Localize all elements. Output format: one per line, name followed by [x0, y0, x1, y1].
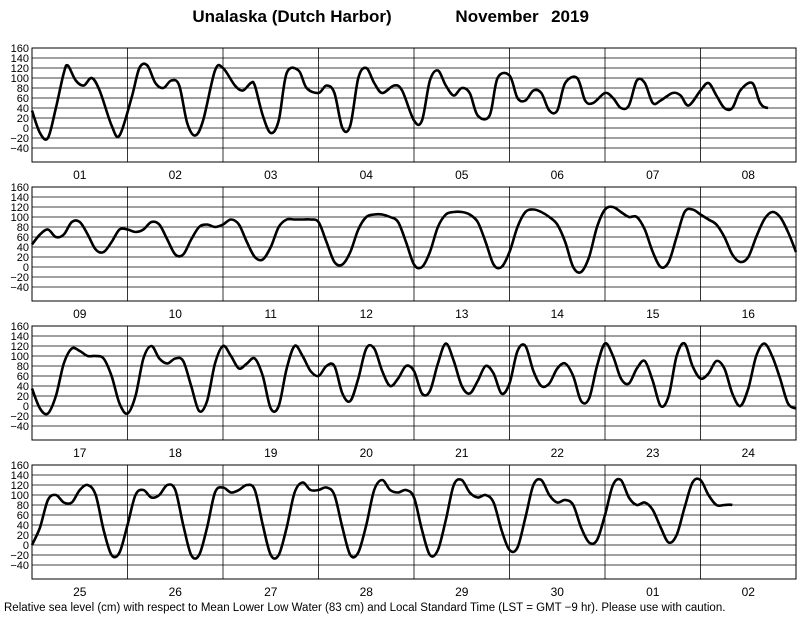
y-tick-label: 160 [11, 182, 29, 194]
day-label: 08 [742, 168, 756, 182]
y-tick-label: 40 [17, 242, 29, 254]
y-tick-label: 0 [23, 540, 29, 552]
y-tick-label: 0 [23, 262, 29, 274]
y-tick-label: −20 [10, 272, 29, 284]
y-tick-label: −40 [10, 560, 29, 572]
y-tick-label: 120 [11, 63, 29, 75]
y-tick-label: 60 [17, 93, 29, 105]
y-tick-label: 80 [17, 222, 29, 234]
day-label: 25 [73, 585, 87, 599]
y-tick-label: −40 [10, 282, 29, 294]
day-label: 07 [646, 168, 660, 182]
y-tick-label: 20 [17, 113, 29, 125]
y-tick-label: −40 [10, 143, 29, 155]
y-tick-label: 120 [11, 341, 29, 353]
y-tick-label: 120 [11, 480, 29, 492]
y-tick-label: −20 [10, 411, 29, 423]
day-label: 03 [264, 168, 278, 182]
y-tick-label: 20 [17, 530, 29, 542]
day-label: 04 [360, 168, 374, 182]
day-label: 18 [169, 446, 183, 460]
day-label: 28 [360, 585, 374, 599]
y-tick-label: 140 [11, 470, 29, 482]
day-label: 23 [646, 446, 660, 460]
sea-level-line [30, 477, 733, 560]
day-label: 12 [360, 307, 374, 321]
day-label: 21 [455, 446, 469, 460]
day-label: 10 [169, 307, 183, 321]
y-tick-label: 60 [17, 510, 29, 522]
footnote: Relative sea level (cm) with respect to … [4, 602, 725, 614]
day-label: 14 [551, 307, 565, 321]
day-label: 05 [455, 168, 469, 182]
day-label: 30 [551, 585, 565, 599]
sea-level-line [30, 62, 769, 141]
y-tick-label: 140 [11, 53, 29, 65]
panel-frame [31, 325, 797, 441]
station-title: Unalaska (Dutch Harbor) [192, 7, 391, 26]
panel-frame [31, 464, 797, 580]
y-tick-label: 80 [17, 83, 29, 95]
day-label: 11 [265, 307, 278, 321]
y-tick-label: 60 [17, 371, 29, 383]
y-tick-label: 160 [11, 460, 29, 472]
y-tick-label: 100 [11, 351, 29, 363]
y-tick-label: 20 [17, 252, 29, 264]
day-label: 01 [73, 168, 87, 182]
day-label: 06 [551, 168, 565, 182]
day-label: 26 [169, 585, 183, 599]
day-label: 02 [169, 168, 183, 182]
panel-frame [31, 47, 797, 163]
y-tick-label: 0 [23, 401, 29, 413]
day-label: 19 [264, 446, 278, 460]
y-tick-label: 100 [11, 212, 29, 224]
day-label: 15 [646, 307, 660, 321]
y-tick-label: −40 [10, 421, 29, 433]
y-tick-label: 100 [11, 73, 29, 85]
day-label: 29 [455, 585, 469, 599]
y-tick-label: 40 [17, 520, 29, 532]
day-label: 13 [455, 307, 469, 321]
day-label: 24 [742, 446, 756, 460]
y-tick-label: 160 [11, 321, 29, 333]
day-label: 22 [551, 446, 565, 460]
year-title: 2019 [551, 7, 589, 26]
sea-level-line [30, 205, 798, 274]
y-tick-label: 0 [23, 123, 29, 135]
day-label: 09 [73, 307, 87, 321]
y-tick-label: 80 [17, 361, 29, 373]
y-tick-label: 140 [11, 192, 29, 204]
day-label: 20 [360, 446, 374, 460]
y-tick-label: 100 [11, 490, 29, 502]
y-tick-label: 140 [11, 331, 29, 343]
y-tick-label: 60 [17, 232, 29, 244]
y-tick-label: 20 [17, 391, 29, 403]
y-tick-label: −20 [10, 133, 29, 145]
day-label: 02 [742, 585, 756, 599]
day-label: 01 [646, 585, 660, 599]
day-label: 17 [73, 446, 87, 460]
y-tick-label: 120 [11, 202, 29, 214]
y-tick-label: 40 [17, 103, 29, 115]
month-title: November [455, 7, 539, 26]
day-label: 16 [742, 307, 756, 321]
y-tick-label: 160 [11, 43, 29, 55]
y-tick-label: −20 [10, 550, 29, 562]
day-label: 27 [264, 585, 278, 599]
y-tick-label: 40 [17, 381, 29, 393]
sea-level-line [30, 341, 797, 416]
y-tick-label: 80 [17, 500, 29, 512]
